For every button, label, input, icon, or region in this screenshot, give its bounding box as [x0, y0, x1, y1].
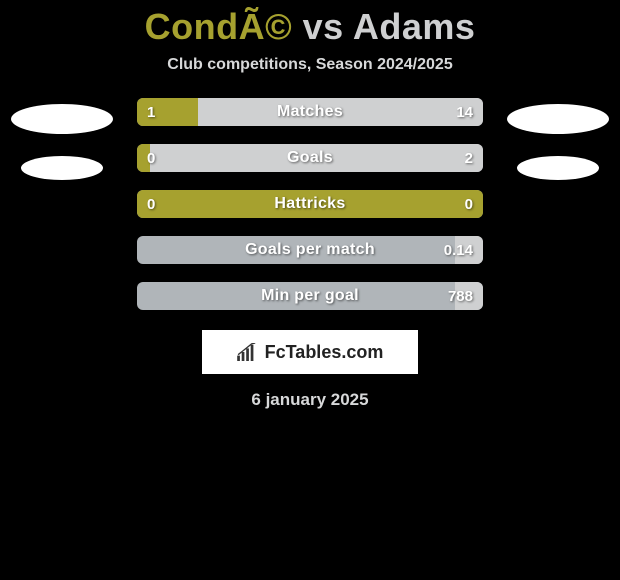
logo: FcTables.com	[202, 330, 418, 374]
player2-team-placeholder	[517, 156, 599, 180]
player1-avatar-column	[7, 98, 117, 180]
bar-label: Goals per match	[137, 236, 483, 264]
stat-bar: 114Matches	[137, 98, 483, 126]
player2-avatar-column	[503, 98, 613, 180]
title-player2: Adams	[353, 6, 476, 47]
stat-bar: 0.14Goals per match	[137, 236, 483, 264]
bar-label: Hattricks	[137, 190, 483, 218]
bar-label: Min per goal	[137, 282, 483, 310]
bar-label: Matches	[137, 98, 483, 126]
player2-avatar-placeholder	[507, 104, 609, 134]
player1-avatar-placeholder	[11, 104, 113, 134]
title-vs: vs	[303, 6, 344, 47]
page-title: CondÃ© vs Adams	[145, 6, 476, 48]
player1-team-placeholder	[21, 156, 103, 180]
stat-bars: 114Matches 02Goals 00Hattricks 0.14Goals pe…	[137, 98, 483, 310]
logo-text: FcTables.com	[265, 342, 384, 363]
chart-icon	[237, 343, 259, 361]
stat-bar: 02Goals	[137, 144, 483, 172]
stat-bar: 00Hattricks	[137, 190, 483, 218]
comparison-section: 114Matches 02Goals 00Hattricks 0.14Goals pe…	[0, 98, 620, 310]
date-label: 6 january 2025	[251, 390, 368, 410]
subtitle: Club competitions, Season 2024/2025	[167, 56, 452, 74]
bar-label: Goals	[137, 144, 483, 172]
title-player1: CondÃ©	[145, 6, 293, 47]
stat-bar: 788Min per goal	[137, 282, 483, 310]
